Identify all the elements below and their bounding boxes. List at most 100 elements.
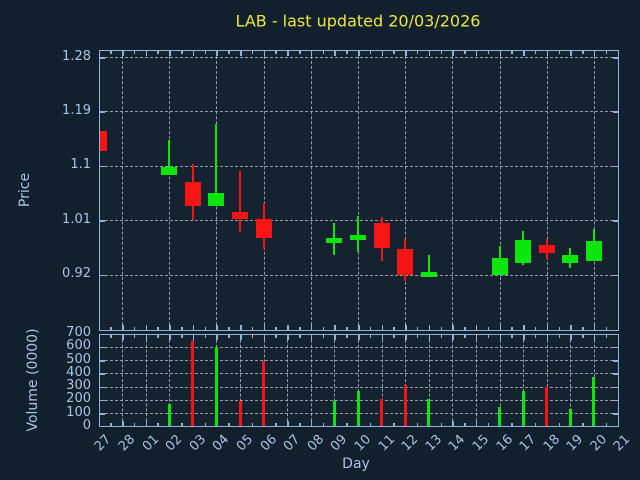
x-tick-label: 06 <box>257 432 280 455</box>
candle-body <box>538 245 555 253</box>
x-tick-mark <box>582 51 584 54</box>
price-tick-mark <box>100 220 105 222</box>
x-tick-mark <box>499 51 502 56</box>
volume-gridline <box>100 360 618 362</box>
x-tick-label: 08 <box>304 432 327 455</box>
price-tick-label: 1.28 <box>62 48 91 64</box>
x-tick-mark <box>440 327 443 330</box>
x-tick-mark <box>299 335 301 338</box>
volume-gridline <box>122 335 124 426</box>
x-tick-mark <box>310 51 313 56</box>
x-tick-mark <box>534 327 537 330</box>
volume-tick-mark <box>100 360 105 362</box>
volume-tick-label: 0 <box>82 418 91 433</box>
volume-gridline <box>100 346 618 348</box>
x-tick-mark <box>322 423 325 426</box>
price-tick-label: 0.92 <box>62 266 91 282</box>
x-tick-mark <box>369 335 372 338</box>
x-tick-mark <box>534 335 537 338</box>
price-gridline <box>358 51 359 330</box>
x-tick-mark <box>593 335 596 340</box>
x-tick-label: 02 <box>163 432 186 455</box>
x-tick-mark <box>263 335 266 340</box>
candle-body <box>208 192 225 207</box>
volume-bar <box>592 376 596 426</box>
volume-tick-mark <box>613 386 618 389</box>
volume-bar <box>214 347 218 426</box>
x-tick-mark <box>275 423 277 426</box>
candle-body <box>255 218 272 238</box>
x-tick-mark <box>263 51 266 56</box>
price-tick-mark <box>100 57 105 59</box>
x-tick-mark <box>358 51 360 56</box>
volume-gridline <box>381 335 383 426</box>
volume-gridline <box>499 335 501 426</box>
x-tick-mark <box>169 335 171 340</box>
x-tick-mark <box>251 335 254 338</box>
x-tick-mark <box>192 335 195 340</box>
x-tick-mark <box>275 51 277 54</box>
candle-body <box>350 235 366 240</box>
x-tick-mark <box>122 421 124 426</box>
candle-body <box>326 237 343 243</box>
x-tick-mark <box>228 423 230 426</box>
x-tick-mark <box>216 335 218 340</box>
volume-gridline <box>334 335 336 426</box>
x-tick-mark <box>358 325 360 330</box>
x-tick-mark <box>464 51 466 54</box>
x-tick-label: 11 <box>375 432 398 455</box>
x-tick-mark <box>428 325 431 330</box>
volume-tick-label: 400 <box>66 364 91 380</box>
x-tick-mark <box>534 423 537 426</box>
x-tick-label: 10 <box>351 432 375 455</box>
x-tick-mark <box>240 51 242 56</box>
x-tick-mark <box>464 423 466 426</box>
volume-gridline <box>169 335 171 426</box>
x-tick-label: 17 <box>516 432 540 455</box>
x-tick-mark <box>475 325 478 330</box>
volume-bar <box>238 400 242 426</box>
x-tick-mark <box>428 51 431 56</box>
candle-body <box>491 257 508 275</box>
price-gridline <box>122 51 124 330</box>
x-tick-mark <box>475 51 478 56</box>
x-tick-mark <box>381 335 384 340</box>
x-tick-mark <box>216 51 218 56</box>
price-gridline <box>100 274 618 276</box>
x-tick-mark <box>157 335 159 338</box>
candle-body <box>515 239 532 263</box>
x-tick-mark <box>546 325 549 330</box>
x-tick-mark <box>558 327 561 330</box>
volume-gridline <box>287 335 289 426</box>
price-tick-mark <box>100 274 105 277</box>
x-tick-mark <box>511 51 513 54</box>
volume-tick-mark <box>100 413 105 415</box>
volume-tick-mark <box>613 399 618 402</box>
volume-gridline <box>310 335 312 426</box>
x-tick-mark <box>110 327 112 330</box>
x-tick-mark <box>287 51 289 56</box>
volume-bar <box>545 386 549 426</box>
volume-bar <box>521 391 525 426</box>
x-tick-mark <box>240 335 242 340</box>
day-axis-label: Day <box>342 456 370 472</box>
x-tick-mark <box>393 423 395 426</box>
price-tick-mark <box>100 111 105 113</box>
x-tick-label: 21 <box>611 432 634 455</box>
x-tick-mark <box>157 51 159 54</box>
candle-body <box>562 255 579 264</box>
x-tick-mark <box>334 325 336 330</box>
x-tick-label: 14 <box>446 432 469 455</box>
candle-wick <box>427 254 430 278</box>
x-tick-mark <box>487 327 490 330</box>
volume-bar <box>262 361 266 426</box>
volume-gridline <box>523 335 525 426</box>
x-tick-label: 04 <box>210 432 233 455</box>
x-tick-mark <box>570 335 572 340</box>
volume-gridline <box>100 373 618 375</box>
price-gridline <box>169 51 171 330</box>
volume-tick-mark <box>100 334 105 335</box>
volume-axis-label: Volume (0000) <box>25 328 41 432</box>
x-tick-mark <box>299 327 301 330</box>
x-tick-mark <box>99 335 100 340</box>
